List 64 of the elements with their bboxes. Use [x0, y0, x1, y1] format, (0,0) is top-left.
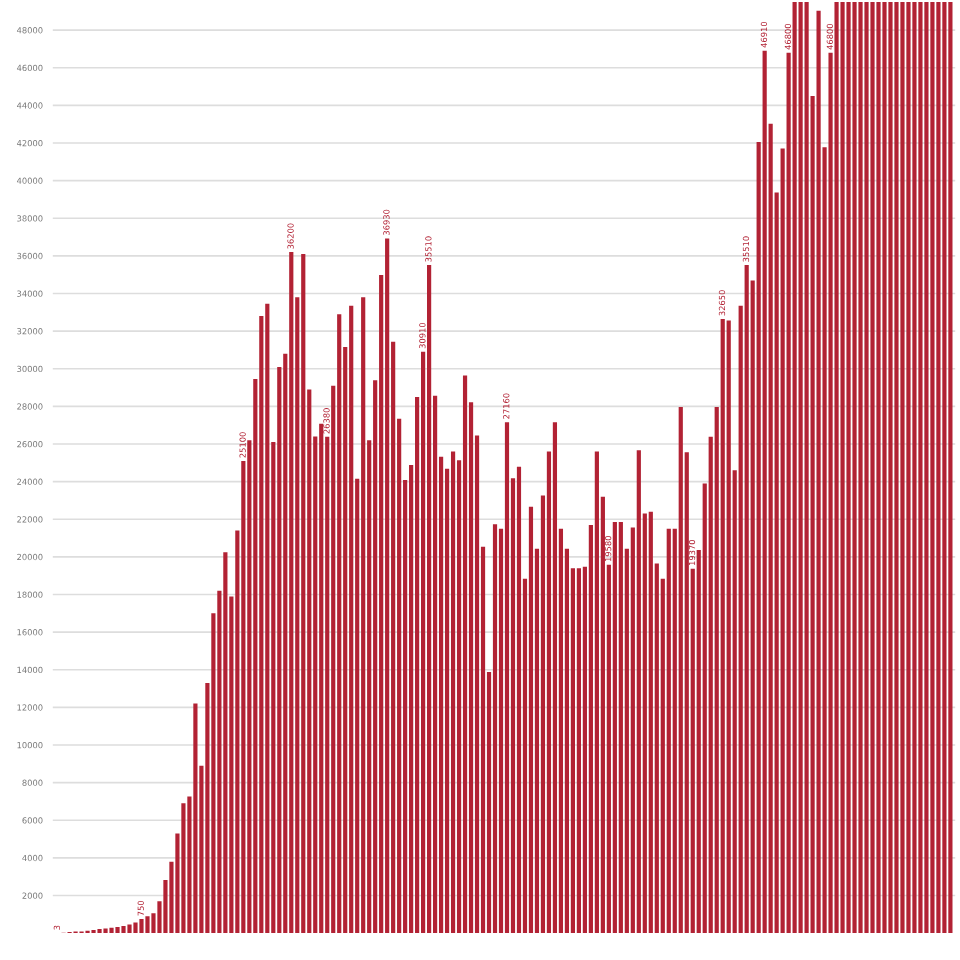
- bar: [648, 511, 653, 934]
- bar: [846, 1, 851, 934]
- bar: [504, 422, 510, 934]
- bar: [576, 568, 581, 934]
- bar: [552, 422, 558, 934]
- bar: [516, 466, 522, 934]
- bar: [121, 925, 126, 934]
- bar: [223, 552, 228, 934]
- bar: [139, 919, 144, 934]
- bar: [888, 1, 893, 934]
- bar: [103, 928, 108, 934]
- bar: [127, 924, 132, 934]
- bar: [678, 406, 683, 934]
- bar: [798, 1, 803, 934]
- bar: [145, 916, 150, 934]
- bar: [301, 254, 306, 934]
- bar: [936, 1, 941, 934]
- bar: [726, 320, 731, 934]
- bar: [109, 927, 114, 934]
- bar: [618, 522, 623, 934]
- bar: [882, 1, 887, 934]
- bar: [115, 926, 120, 934]
- bar: [900, 1, 905, 934]
- bar: [319, 423, 324, 934]
- bar: [744, 265, 749, 934]
- bar: [636, 450, 641, 934]
- bar: [492, 524, 498, 934]
- bar: [912, 1, 917, 934]
- bar: [852, 1, 857, 934]
- bar: [816, 10, 821, 934]
- bar: [666, 528, 671, 934]
- bar: [193, 703, 198, 934]
- bar: [385, 238, 390, 934]
- bar: [612, 522, 617, 934]
- bar: [450, 451, 456, 934]
- bar: [427, 265, 432, 934]
- bar: [720, 318, 725, 934]
- bar: [361, 297, 366, 934]
- bar: [924, 1, 929, 934]
- bar: [133, 922, 138, 934]
- bar: [349, 305, 354, 934]
- bar: [181, 803, 186, 934]
- bar: [876, 1, 881, 934]
- bar: [870, 1, 875, 934]
- bar: [942, 1, 947, 934]
- bar: [918, 1, 923, 934]
- bar: [804, 1, 809, 934]
- bar: [864, 1, 869, 934]
- bar: [930, 1, 935, 934]
- bar: [289, 252, 294, 934]
- bar: [97, 928, 102, 934]
- bar: [265, 303, 270, 934]
- bar: [840, 1, 845, 934]
- bar: [528, 506, 534, 934]
- bar: [792, 1, 797, 934]
- bar: [894, 1, 899, 934]
- bar: [906, 1, 911, 934]
- bar: [462, 375, 468, 934]
- bar: [594, 451, 599, 934]
- bar: [337, 314, 342, 934]
- bar: [948, 1, 953, 934]
- bar: [834, 1, 839, 934]
- bar: [858, 1, 863, 934]
- bar: [762, 50, 767, 934]
